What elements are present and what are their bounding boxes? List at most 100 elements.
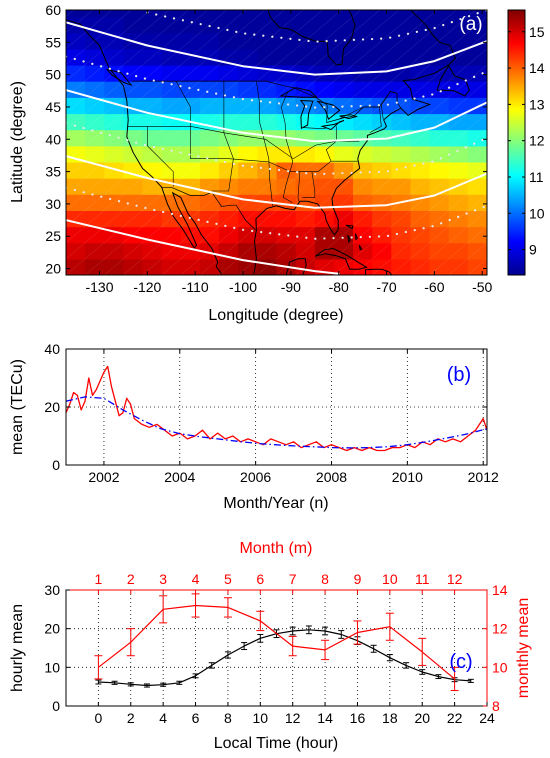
heatmap-cell [314, 226, 335, 244]
heatmap-cell [467, 178, 487, 195]
heatmap-cell [85, 194, 105, 211]
grid-diagonal [104, 242, 124, 260]
heatmap-cell [391, 81, 411, 98]
grid-diagonal [238, 193, 258, 211]
heatmap-cell [295, 48, 316, 66]
colorbar-tick-label: 10 [529, 205, 545, 221]
x-tick-label-c: 6 [192, 710, 200, 726]
grid-diagonal [180, 64, 201, 82]
grid-diagonal [314, 16, 335, 33]
x-tick-label-c: 8 [224, 710, 232, 726]
heatmap-cell [314, 97, 335, 115]
heatmap-cell [238, 145, 258, 163]
top-tick-label-c: 9 [354, 571, 362, 587]
grid-diagonal [180, 32, 201, 50]
grid-diagonal [333, 129, 354, 146]
heatmap-cell [429, 210, 450, 228]
heatmap-cell [161, 48, 182, 66]
heatmap-cell [429, 113, 450, 131]
grid-diagonal [218, 226, 239, 243]
heatmap-cell [276, 242, 297, 260]
heatmap-cell [391, 258, 411, 275]
grid-diagonal [104, 113, 124, 130]
y-tick-label-a: 55 [45, 34, 61, 50]
heatmap-cell [104, 16, 124, 34]
heatmap-cell [429, 129, 450, 147]
heatmap-cell [353, 242, 373, 260]
heatmap-cell [314, 210, 335, 228]
grid-diagonal [123, 64, 143, 82]
grid-diagonal [123, 80, 143, 98]
fit-line-b [66, 396, 487, 449]
grid-diagonal [161, 226, 181, 243]
grid-diagonal [372, 161, 392, 179]
grid-diagonal [295, 193, 315, 211]
grid-diagonal [276, 193, 296, 211]
grid-diagonal [410, 10, 419, 17]
grid-diagonal [448, 242, 469, 260]
heatmap-cell [200, 145, 220, 163]
coastline-cuba [315, 247, 368, 270]
grid-diagonal [180, 161, 201, 179]
grid-diagonal [276, 226, 296, 243]
grid-diagonal [142, 258, 162, 275]
heatmap-cell [161, 64, 182, 82]
coastline-hudson-bay [267, 10, 356, 66]
grid-diagonal [429, 193, 449, 211]
grid-diagonal [372, 32, 392, 50]
heatmap-cell [333, 81, 354, 98]
coastline-bahamas [347, 234, 351, 244]
heatmap-cell [180, 81, 201, 98]
y-tick-label-b: 20 [44, 399, 60, 415]
heatmap-cell [333, 113, 354, 131]
x-ticks-a: -130 -120 -110 -100 -90 -80 -70 -60 -50 [85, 10, 493, 295]
grid-diagonal [352, 145, 373, 163]
heatmap-cell [161, 10, 182, 18]
heatmap-cell [180, 258, 201, 275]
x-tick-label-a: -60 [424, 279, 444, 295]
heatmap-cell [314, 16, 335, 34]
heatmap-cell [333, 129, 354, 147]
heatmap-cell [353, 48, 373, 66]
heatmap-cell [200, 194, 220, 211]
x-tick-label-c: 14 [317, 710, 333, 726]
grid-diagonal [66, 177, 86, 195]
heatmap-cell [238, 178, 258, 195]
grid-diagonal [276, 177, 296, 195]
heatmap-cell [372, 194, 392, 211]
grid-diagonal [448, 64, 469, 82]
grid-diagonal [467, 242, 487, 260]
heatmap-cell [372, 10, 392, 18]
y-tick-label-a: 45 [45, 99, 61, 115]
y-axis-label-right-c: monthly mean [515, 598, 532, 699]
heatmap-cell [238, 32, 258, 50]
heatmap-cell [276, 32, 297, 50]
grid-diagonal [238, 161, 258, 179]
grid-diagonal [448, 193, 469, 211]
grid-diagonal [142, 10, 151, 17]
heatmap-cell [257, 129, 278, 147]
heatmap-cell [238, 10, 258, 18]
heatmap-cell [85, 258, 105, 275]
heatmap-cell [429, 145, 450, 163]
heatmap-cell [353, 161, 373, 179]
top-tick-label-c: 5 [224, 571, 232, 587]
state-border [297, 171, 301, 202]
grid-diagonal [104, 16, 124, 33]
heatmap-cell [85, 48, 105, 66]
grid-diagonal [372, 226, 392, 243]
heatmap-cell [257, 32, 278, 50]
heatmap-cell [219, 64, 239, 82]
grid-diagonal [84, 210, 105, 227]
y-tick-label-c: 10 [44, 659, 60, 675]
heatmap-cell [257, 210, 278, 228]
heatmap-cell [219, 97, 239, 115]
heatmap-cell [104, 48, 124, 66]
grid-diagonal [161, 10, 170, 17]
grid-diagonal [467, 210, 487, 227]
coastline-bahamas [354, 233, 359, 241]
heatmap-cell [391, 16, 411, 34]
y-tick-label-c: 20 [44, 621, 60, 637]
heatmap-cell [391, 145, 411, 163]
heatmap-cell [123, 129, 144, 147]
